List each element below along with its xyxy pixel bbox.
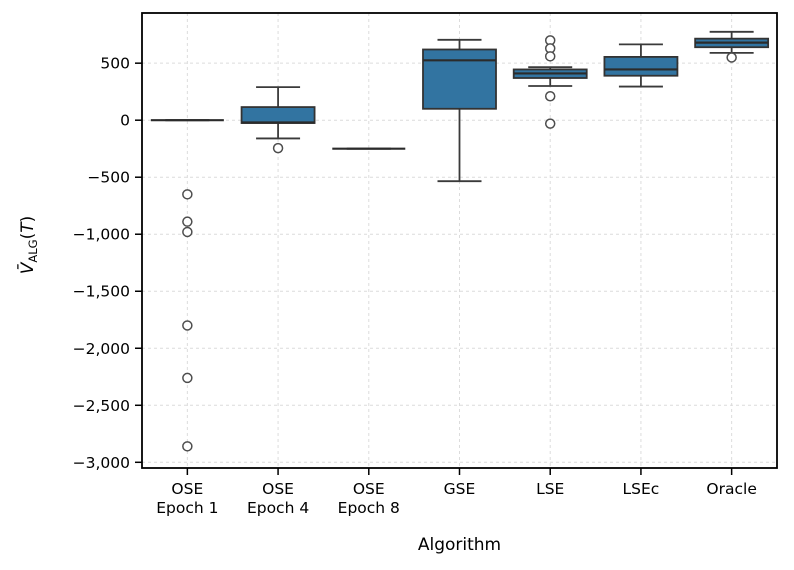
outlier-point [272,142,284,154]
outlier-point [182,320,193,331]
y-tick-label: −3,000 [73,454,130,472]
outlier-point [182,216,193,227]
box-lsec [603,56,679,77]
outlier-point [726,52,737,63]
x-tick-label: OSE Epoch 8 [338,480,400,517]
y-tick-label: −2,000 [73,340,130,358]
box-gse [422,48,497,110]
y-tick-label: 0 [120,112,130,130]
x-tick-label: GSE [444,480,476,498]
outlier-point [544,118,556,129]
y-tick-label: −500 [87,169,130,187]
outlier-point [182,441,193,452]
y-tick-label: −2,500 [73,397,130,415]
x-tick-label: OSE Epoch 4 [247,480,309,517]
outlier-point [182,226,193,238]
outlier-point [182,372,193,384]
x-tick-label: LSEc [623,480,660,498]
y-tick-label: −1,500 [73,283,130,301]
x-tick-label: OSE Epoch 1 [156,480,218,517]
box-ose-epoch-4 [240,106,316,124]
outlier-point [544,51,556,62]
x-axis-label: Algorithm [418,535,501,555]
y-tick-label: −1,000 [73,226,130,244]
x-tick-label: Oracle [706,480,756,498]
y-axis-label: V̄ALG(T) [16,216,40,275]
outlier-point [182,189,193,200]
outlier-point [544,90,556,102]
y-tick-label: 500 [100,55,130,73]
x-tick-label: LSE [536,480,564,498]
